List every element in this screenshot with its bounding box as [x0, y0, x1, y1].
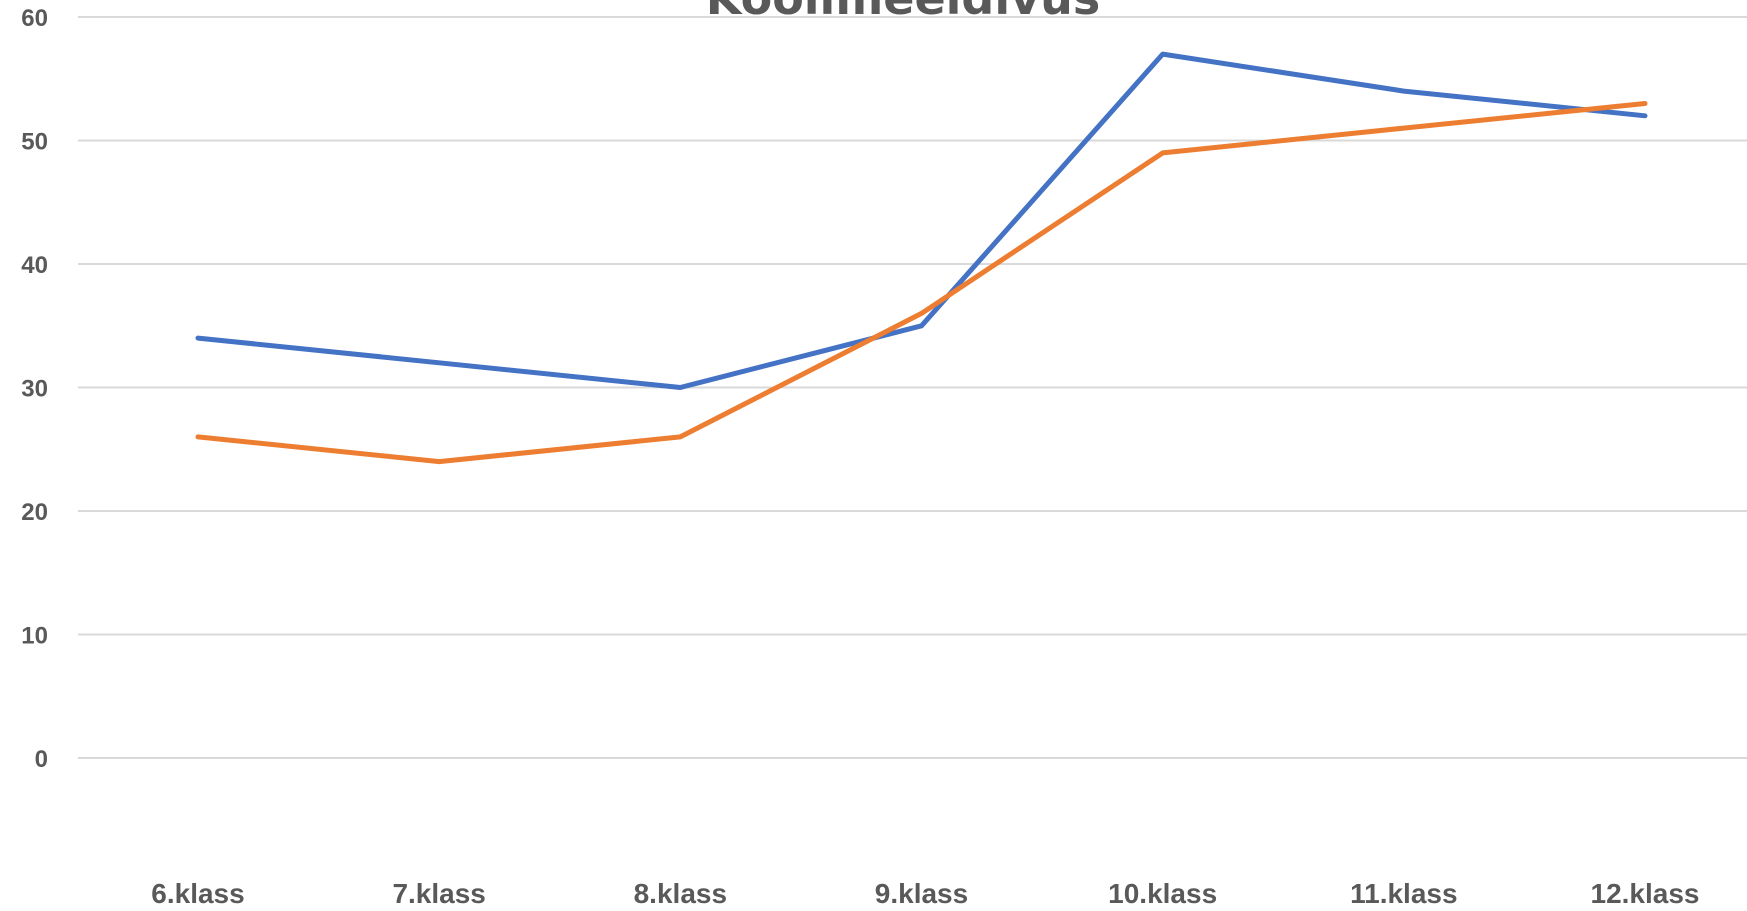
x-tick-label: 8.klass	[634, 878, 727, 909]
series-line-1	[195, 51, 1648, 390]
y-tick-label: 10	[21, 623, 48, 650]
x-tick-label: 11.klass	[1350, 878, 1457, 909]
y-tick-label: 0	[35, 746, 48, 773]
x-tick-label: 9.klass	[875, 878, 968, 909]
x-tick-label: 6.klass	[151, 878, 244, 909]
y-tick-label: 60	[21, 5, 48, 32]
y-tick-label: 30	[21, 376, 48, 403]
series-line-2	[195, 101, 1648, 465]
gridlines	[78, 16, 1747, 759]
x-axis-ticks: 6.klass 7.klass 8.klass 9.klass 10.klass 11.k…	[151, 878, 1699, 909]
x-tick-label: 10.klass	[1108, 878, 1217, 909]
y-axis-ticks: 0 10 20 30 40 50 60	[21, 5, 48, 773]
series-lines	[195, 51, 1648, 465]
y-tick-label: 40	[21, 252, 48, 279]
y-tick-label: 50	[21, 129, 48, 156]
x-tick-label: 7.klass	[392, 878, 485, 909]
y-tick-label: 20	[21, 499, 48, 526]
x-tick-label: 12.klass	[1591, 878, 1700, 909]
chart-title: Koolimeeldivus	[706, 0, 1100, 25]
